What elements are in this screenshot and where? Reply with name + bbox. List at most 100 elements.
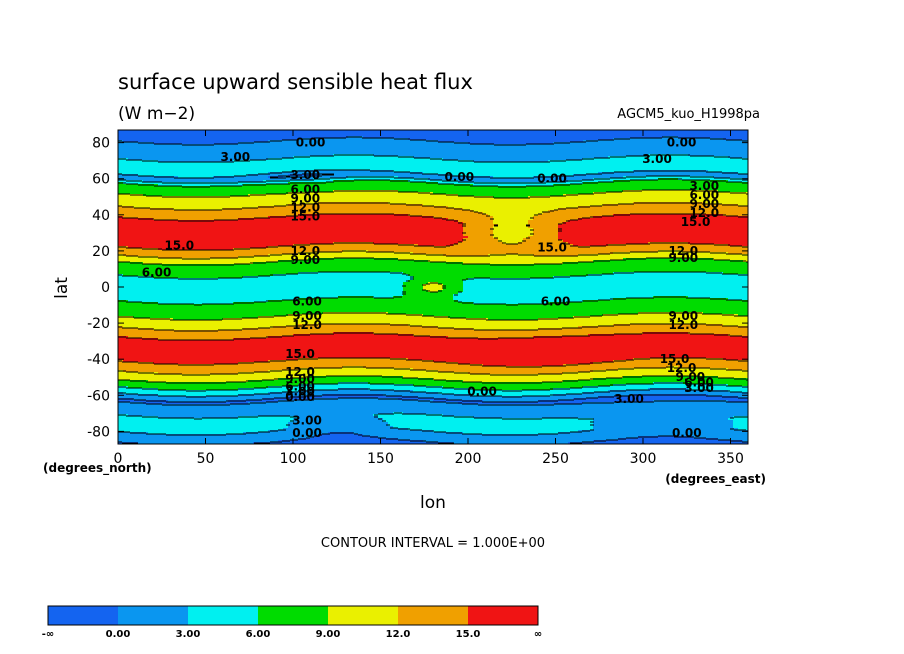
contour-cell [253, 130, 259, 133]
contour-cell [133, 140, 139, 143]
contour-cell [443, 142, 449, 145]
contour-cell [133, 132, 139, 135]
contour-cell [628, 132, 634, 135]
contour-cell [618, 130, 624, 133]
contour-cell [343, 142, 349, 145]
contour-cell [473, 134, 479, 137]
contour-cell [623, 130, 629, 133]
contour-cell [493, 130, 499, 133]
contour-cell [338, 142, 344, 145]
contour-cell [533, 144, 539, 147]
contour-cell [183, 148, 189, 151]
contour-cell [693, 136, 699, 139]
contour-cell [408, 138, 414, 141]
contour-cell [193, 132, 199, 135]
contour-cell [278, 146, 284, 149]
contour-cell [338, 144, 344, 147]
contour-cell [238, 132, 244, 135]
contour-cell [603, 132, 609, 135]
contour-cell [598, 138, 604, 141]
contour-cell [553, 146, 559, 149]
contour-cell [368, 144, 374, 147]
contour-cell [243, 136, 249, 139]
contour-cell [508, 134, 514, 137]
contour-cell [248, 146, 254, 149]
contour-cell [233, 140, 239, 143]
contour-cell [193, 140, 199, 143]
contour-cell [593, 138, 599, 141]
contour-cell [678, 138, 684, 141]
contour-cell [133, 130, 139, 133]
contour-cell [283, 138, 289, 141]
contour-cell [288, 144, 294, 147]
contour-cell [198, 132, 204, 135]
contour-cell [338, 132, 344, 135]
contour-cell [413, 136, 419, 139]
contour-cell [723, 134, 729, 137]
contour-cell [563, 136, 569, 139]
contour-cell [433, 130, 439, 133]
contour-cell [743, 144, 749, 147]
contour-cell [698, 142, 704, 145]
contour-cell [458, 146, 464, 149]
contour-cell [148, 148, 154, 151]
contour-cell [568, 140, 574, 143]
contour-cell [673, 140, 679, 143]
contour-cell [698, 138, 704, 141]
contour-cell [188, 146, 194, 149]
contour-cell [348, 138, 354, 141]
contour-cell [328, 146, 334, 149]
contour-cell [413, 138, 419, 141]
contour-cell [613, 146, 619, 149]
contour-cell [283, 146, 289, 149]
contour-cell [288, 130, 294, 133]
contour-cell [168, 136, 174, 139]
contour-cell [543, 136, 549, 139]
contour-cell [578, 134, 584, 137]
contour-cell [703, 138, 709, 141]
contour-cell [358, 132, 364, 135]
contour-cell [693, 138, 699, 141]
contour-cell [523, 146, 529, 149]
contour-cell [178, 144, 184, 147]
contour-cell [518, 142, 524, 145]
contour-cell [408, 148, 414, 151]
contour-cell [573, 130, 579, 133]
contour-cell [583, 142, 589, 145]
contour-cell [513, 130, 519, 133]
contour-cell [208, 146, 214, 149]
contour-cell [163, 130, 169, 133]
contour-cell [273, 144, 279, 147]
contour-cell [698, 132, 704, 135]
contour-cell [723, 146, 729, 149]
contour-cell [703, 146, 709, 149]
contour-cell [273, 138, 279, 141]
contour-cell [143, 132, 149, 135]
contour-cell [128, 134, 134, 137]
contour-cell [408, 142, 414, 145]
contour-cell [733, 138, 739, 141]
contour-cell [163, 132, 169, 135]
contour-cell [488, 142, 494, 145]
contour-cell [738, 146, 744, 149]
contour-cell [693, 132, 699, 135]
contour-cell [328, 142, 334, 145]
contour-cell [673, 142, 679, 145]
contour-cell [528, 130, 534, 133]
contour-cell [408, 134, 414, 137]
contour-cell [453, 146, 459, 149]
contour-cell [663, 130, 669, 133]
contour-cell [623, 140, 629, 143]
contour-cell [123, 146, 129, 149]
contour-cell [473, 136, 479, 139]
contour-cell [568, 136, 574, 139]
contour-cell [643, 140, 649, 143]
contour-cell [738, 134, 744, 137]
contour-cell [243, 146, 249, 149]
contour-cell [503, 136, 509, 139]
contour-cell [683, 140, 689, 143]
contour-cell [583, 144, 589, 147]
contour-cell [233, 138, 239, 141]
contour-cell [418, 136, 424, 139]
contour-cell [628, 142, 634, 145]
